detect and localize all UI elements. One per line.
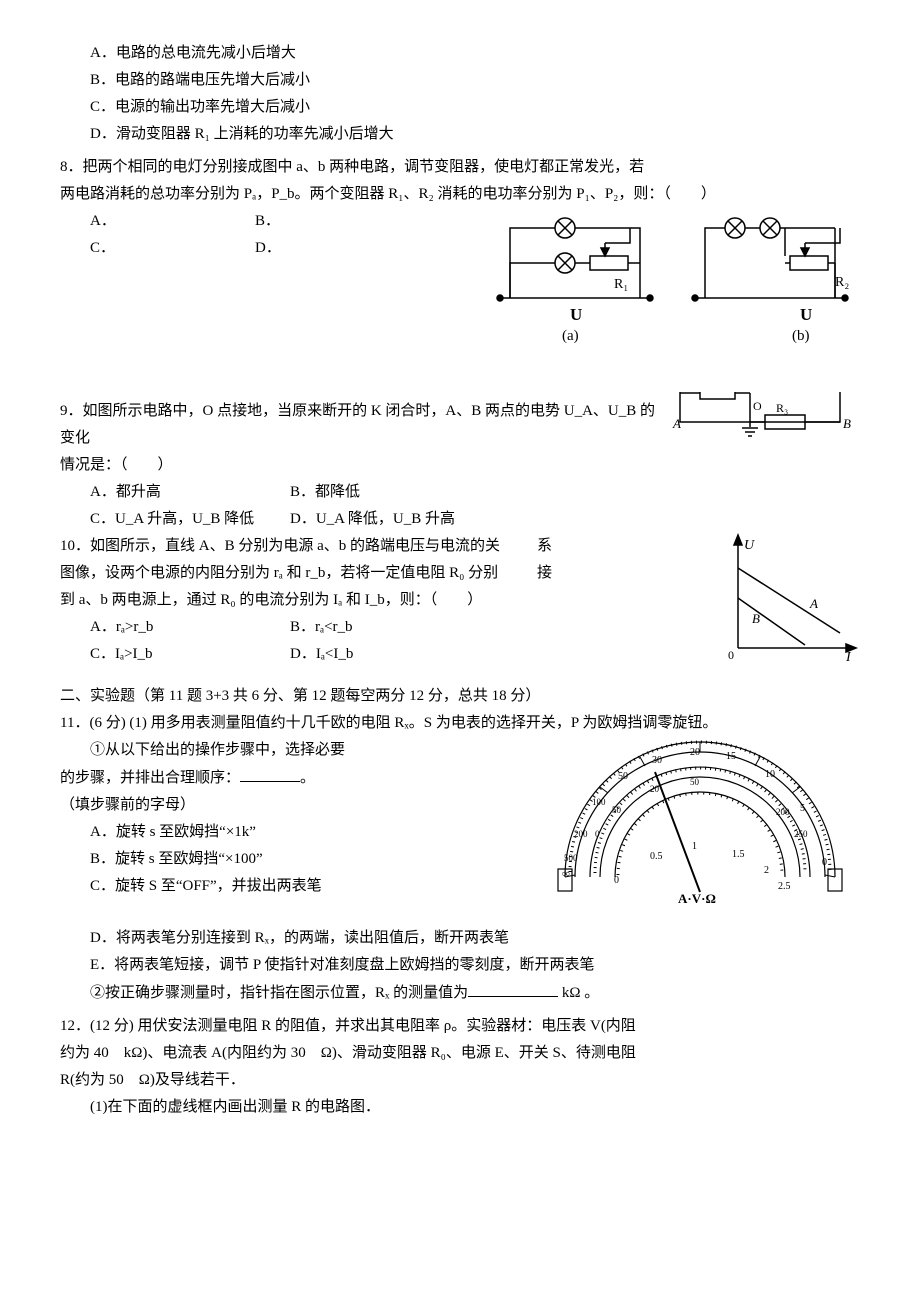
q9-option-a: A．都升高	[90, 479, 290, 506]
q8-r1-label: R₁	[614, 277, 628, 292]
q8-option-c: C．	[90, 235, 255, 262]
svg-text:20: 20	[650, 784, 660, 794]
q9-option-c: C．U_A 升高，U_B 降低	[90, 506, 290, 533]
svg-text:5: 5	[800, 803, 805, 814]
q11-step-intro-tail: 。	[300, 770, 315, 786]
svg-text:250: 250	[794, 829, 808, 839]
q10-figure: U I A B 0	[720, 533, 860, 673]
q10-stem-l2: 图像，设两个电源的内阻分别为 rₐ 和 r_b，若将一定值电阻 R₀ 分别	[60, 560, 498, 587]
q8-stem-line1: 8．把两个相同的电灯分别接成图中 a、b 两种电路，调节变阻器，使电灯都正常发光…	[60, 154, 860, 181]
q8-circuits-svg: R₁ U (a)	[490, 208, 860, 378]
q10-option-a: A．rₐ>r_b	[90, 614, 290, 641]
q10-stem-l1: 10．如图所示，直线 A、B 分别为电源 a、b 的路端电压与电流的关	[60, 533, 500, 560]
q8-option-d: D．	[255, 235, 420, 262]
q12-part1: (1)在下面的虚线框内画出测量 R 的电路图．	[60, 1094, 860, 1121]
q12-stem-l2: 约为 40 kΩ)、电流表 A(内阻约为 30 Ω)、滑动变阻器 R₀、电源 E…	[60, 1040, 860, 1067]
q8-u1-label: U	[570, 305, 582, 324]
q10-stem-l2-tail: 接	[537, 560, 552, 587]
section-2-header: 二、实验题（第 11 题 3+3 共 6 分、第 12 题每空两分 12 分，总…	[60, 683, 860, 710]
svg-text:100: 100	[592, 797, 606, 807]
q9-o-label: O	[753, 399, 762, 413]
q10-u-label: U	[744, 538, 755, 553]
svg-text:200: 200	[574, 829, 588, 839]
q10-stem-l1-tail: 系	[537, 533, 552, 560]
q11-option-d: D．将两表笔分别连接到 Rₓ，的两端，读出阻值后，断开两表笔	[60, 925, 860, 952]
q9-stem-line2: 情况是：（ ）	[60, 452, 860, 479]
q10-a-label: A	[809, 596, 818, 611]
q10-b-label: B	[752, 611, 760, 626]
svg-text:0.5: 0.5	[650, 851, 663, 862]
q12-stem-l3: R(约为 50 Ω)及导线若干．	[60, 1067, 860, 1094]
q9-circuit-svg: A B R₁ R₃ O K λ₂	[670, 392, 860, 442]
q8-b-label: (b)	[792, 328, 810, 344]
q9-a-label: A	[672, 416, 681, 431]
q11-meter-svg: 0 5 10 15 20 30 50 100 200 500 ∞ 0 0.5 1…	[540, 737, 860, 907]
svg-text:2: 2	[764, 865, 769, 876]
svg-text:50: 50	[612, 805, 622, 815]
q8-a-label: (a)	[562, 328, 579, 344]
q11-order-blank[interactable]	[240, 764, 300, 782]
q8-stem-line2: 两电路消耗的总功率分别为 Pₐ，P_b。两个变阻器 R₁、R₂ 消耗的电功率分别…	[60, 181, 860, 208]
q7-option-d: D．滑动变阻器 R₁ 上消耗的功率先减小后增大	[60, 121, 860, 148]
svg-text:200: 200	[776, 807, 790, 817]
q9-r3-label: R₃	[776, 401, 788, 415]
q8-circuit-svg-wrap: R₁ U (a)	[490, 208, 860, 388]
q7-option-c: C．电源的输出功率先增大后减小	[60, 94, 860, 121]
q7-option-b: B．电路的路端电压先增大后减小	[60, 67, 860, 94]
q11-stem: 11．(6 分) (1) 用多用表测量阻值约十几千欧的电阻 Rₓ。S 为电表的选…	[60, 710, 860, 737]
q11-part2-before: ②按正确步骤测量时，指针指在图示位置，Rₓ 的测量值为	[90, 985, 468, 1001]
svg-text:15: 15	[726, 751, 736, 762]
svg-text:2.5: 2.5	[778, 881, 791, 892]
q11-value-blank[interactable]	[468, 979, 558, 997]
q8-u2-label: U	[800, 305, 812, 324]
svg-text:0: 0	[595, 829, 600, 839]
q11-part2-after: kΩ 。	[558, 985, 599, 1001]
q11-meter-figure: 0 5 10 15 20 30 50 100 200 500 ∞ 0 0.5 1…	[540, 737, 860, 917]
q11-step-intro-l2: 的步骤，并排出合理顺序：	[60, 770, 240, 786]
q11-meter-label: A·V·Ω	[678, 891, 716, 906]
q10-o-label: 0	[728, 648, 734, 662]
q9-b-label: B	[843, 416, 851, 431]
q8-r2-label: R₂	[835, 275, 849, 290]
svg-text:1: 1	[692, 841, 697, 852]
svg-text:20: 20	[690, 747, 700, 758]
q11-step-intro-l1: ①从以下给出的操作步骤中，选择必要	[90, 742, 345, 758]
svg-text:10: 10	[765, 769, 775, 780]
q11-option-e: E．将两表笔短接，调节 P 使指针对准刻度盘上欧姆挡的零刻度，断开两表笔	[60, 952, 860, 979]
svg-text:500: 500	[564, 853, 578, 863]
q7-option-a: A．电路的总电流先减小后增大	[60, 40, 860, 67]
q9-figure: A B R₁ R₃ O K λ₂	[670, 392, 860, 452]
svg-text:0: 0	[614, 875, 619, 886]
q9-option-b: B．都降低	[290, 479, 490, 506]
q10-option-b: B．rₐ<r_b	[290, 614, 490, 641]
q10-graph-svg: U I A B 0	[720, 533, 860, 663]
q10-option-c: C．Iₐ>I_b	[90, 641, 290, 668]
q12-stem-l1: 12．(12 分) 用伏安法测量电阻 R 的阻值，并求出其电阻率 ρ。实验器材：…	[60, 1013, 860, 1040]
svg-text:50: 50	[618, 771, 628, 782]
svg-text:30: 30	[652, 755, 662, 766]
q8-option-a: A．	[90, 208, 255, 235]
svg-text:0: 0	[822, 857, 827, 868]
q8-figure-block: R₁ U (a)	[60, 208, 860, 392]
q9-option-d: D．U_A 降低，U_B 升高	[290, 506, 490, 533]
q10-option-d: D．Iₐ<I_b	[290, 641, 490, 668]
q8-option-b: B．	[255, 208, 420, 235]
svg-text:50: 50	[690, 777, 700, 787]
svg-text:1.5: 1.5	[732, 849, 745, 860]
svg-text:∞: ∞	[562, 868, 570, 880]
q10-i-label: I	[845, 650, 852, 663]
